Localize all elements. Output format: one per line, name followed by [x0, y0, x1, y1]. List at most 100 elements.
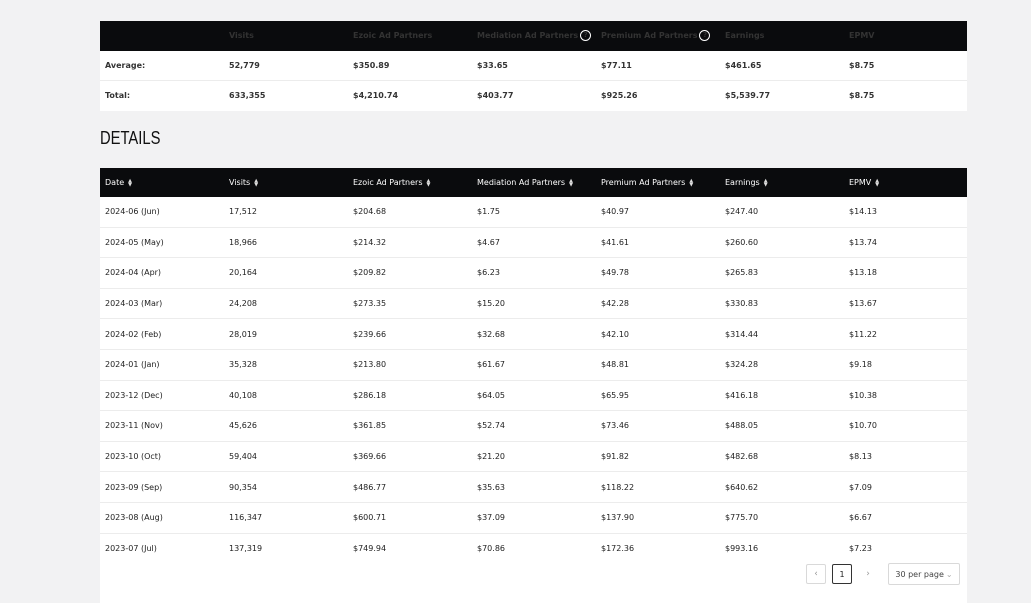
- cell-date: 2024-01 (Jan): [105, 360, 160, 370]
- sort-header-visits[interactable]: Visits ▲ ▼: [224, 178, 348, 187]
- cell-epmv: $10.70: [849, 421, 877, 431]
- cell-premium: $48.81: [601, 360, 629, 370]
- header-label: Date: [105, 178, 125, 187]
- cell-earnings: $324.28: [725, 360, 759, 370]
- next-page-button[interactable]: ›: [858, 564, 878, 584]
- cell-mediation: $52.74: [477, 421, 505, 431]
- cell-ezoic: $204.68: [353, 207, 387, 217]
- cell-premium: $73.46: [601, 421, 629, 431]
- cell-earnings: $482.68: [725, 452, 759, 462]
- sort-icon[interactable]: ▲ ▼: [569, 177, 573, 188]
- header-label: Visits: [229, 178, 251, 187]
- cell-premium: $65.95: [601, 390, 629, 400]
- cell-earnings: $461.65: [725, 60, 762, 70]
- sort-header-earnings[interactable]: Earnings ▲ ▼: [720, 178, 844, 187]
- cell-epmv: $8.13: [849, 452, 872, 462]
- help-icon[interactable]: ?: [699, 30, 711, 42]
- summary-header-visits: Visits: [224, 31, 348, 40]
- cell-premium: $118.22: [601, 482, 635, 492]
- cell-visits: 28,019: [229, 329, 257, 339]
- cell-ezoic: $350.89: [353, 60, 390, 70]
- header-label: Earnings: [725, 178, 760, 187]
- cell-visits: 116,347: [229, 513, 263, 523]
- cell-earnings: $247.40: [725, 207, 759, 217]
- cell-epmv: $6.67: [849, 513, 872, 523]
- header-label: EPMV: [849, 178, 872, 187]
- cell-ezoic: $209.82: [353, 268, 387, 278]
- sort-header-ezoic[interactable]: Ezoic Ad Partners ▲ ▼: [348, 178, 472, 187]
- cell-visits: 52,779: [229, 60, 260, 70]
- sort-header-mediation[interactable]: Mediation Ad Partners ▲ ▼: [472, 178, 596, 187]
- sort-icon[interactable]: ▲ ▼: [128, 177, 132, 188]
- cell-epmv: $11.22: [849, 329, 877, 339]
- cell-earnings: $640.62: [725, 482, 759, 492]
- cell-mediation: $21.20: [477, 452, 505, 462]
- table-row: 2023-09 (Sep) 90,354 $486.77 $35.63 $118.22 $…: [100, 472, 967, 503]
- cell-date: 2023-09 (Sep): [105, 482, 163, 492]
- cell-premium: $42.28: [601, 299, 629, 309]
- per-page-select[interactable]: 30 per page ⌄: [888, 563, 960, 585]
- header-label: Ezoic Ad Partners: [353, 31, 433, 41]
- cell-epmv: $7.23: [849, 543, 872, 553]
- cell-mediation: $35.63: [477, 482, 505, 492]
- cell-premium: $40.97: [601, 207, 629, 217]
- sort-icon[interactable]: ▲ ▼: [426, 177, 431, 188]
- sort-header-premium[interactable]: Premium Ad Partners ▲ ▼: [596, 178, 720, 187]
- sort-header-date[interactable]: Date ▲ ▼: [100, 178, 224, 187]
- cell-earnings: $993.16: [725, 543, 759, 553]
- table-row: 2024-05 (May) 18,966 $214.32 $4.67 $41.61 $26…: [100, 228, 967, 259]
- chevron-down-icon: ⌄: [945, 569, 953, 579]
- details-title: DETAILS: [100, 128, 161, 148]
- help-icon[interactable]: ?: [580, 30, 592, 42]
- cell-ezoic: $286.18: [353, 390, 387, 400]
- table-row: 2024-02 (Feb) 28,019 $239.66 $32.68 $42.10 $3…: [100, 319, 967, 350]
- cell-epmv: $9.18: [849, 360, 872, 370]
- details-body: 2024-06 (Jun) 17,512 $204.68 $1.75 $40.97 $24…: [100, 197, 967, 563]
- cell-earnings: $5,539.77: [725, 91, 771, 101]
- cell-earnings: $775.70: [725, 513, 759, 523]
- cell-premium: $925.26: [601, 91, 638, 101]
- sort-header-epmv[interactable]: EPMV ▲ ▼: [844, 178, 967, 187]
- cell-ezoic: $4,210.74: [353, 91, 399, 101]
- cell-epmv: $10.38: [849, 390, 877, 400]
- row-label: Average:: [105, 60, 146, 70]
- header-label: Earnings: [725, 31, 765, 41]
- pagination: ‹ 1 › 30 per page ⌄: [806, 560, 960, 588]
- cell-date: 2024-04 (Apr): [105, 268, 162, 278]
- per-page-label: 30 per page: [895, 569, 944, 579]
- cell-premium: $49.78: [601, 268, 629, 278]
- cell-epmv: $13.67: [849, 299, 877, 309]
- cell-mediation: $61.67: [477, 360, 505, 370]
- sort-icon[interactable]: ▲ ▼: [689, 177, 694, 188]
- summary-table: Visits Ezoic Ad Partners Mediation Ad Pa…: [100, 21, 967, 111]
- details-table: Date ▲ ▼ Visits ▲ ▼ Ezoic Ad Partners ▲ ▼ Medi…: [100, 168, 967, 603]
- cell-visits: 17,512: [229, 207, 257, 217]
- prev-page-button[interactable]: ‹: [806, 564, 826, 584]
- table-row: 2024-06 (Jun) 17,512 $204.68 $1.75 $40.97 $24…: [100, 197, 967, 228]
- cell-ezoic: $213.80: [353, 360, 387, 370]
- summary-header-epmv: EPMV: [844, 31, 967, 40]
- summary-header-mediation: Mediation Ad Partners?: [472, 30, 596, 42]
- header-label: Premium Ad Partners: [601, 178, 686, 187]
- sort-icon[interactable]: ▲ ▼: [875, 177, 880, 188]
- page-number-button[interactable]: 1: [832, 564, 852, 584]
- summary-header-premium: Premium Ad Partners?: [596, 30, 720, 42]
- table-row: 2024-04 (Apr) 20,164 $209.82 $6.23 $49.78 $26…: [100, 258, 967, 289]
- cell-premium: $137.90: [601, 513, 635, 523]
- cell-date: 2024-05 (May): [105, 237, 164, 247]
- cell-mediation: $403.77: [477, 91, 514, 101]
- header-label: Premium Ad Partners: [601, 31, 698, 41]
- cell-mediation: $4.67: [477, 237, 500, 247]
- cell-mediation: $64.05: [477, 390, 505, 400]
- cell-visits: 24,208: [229, 299, 257, 309]
- cell-date: 2023-10 (Oct): [105, 452, 162, 462]
- sort-icon[interactable]: ▲ ▼: [254, 177, 259, 188]
- table-row: 2023-12 (Dec) 40,108 $286.18 $64.05 $65.95 $4…: [100, 381, 967, 412]
- header-label: Mediation Ad Partners: [477, 31, 579, 41]
- sort-icon[interactable]: ▲ ▼: [763, 177, 768, 188]
- cell-visits: 90,354: [229, 482, 257, 492]
- table-row: 2024-01 (Jan) 35,328 $213.80 $61.67 $48.81 $3…: [100, 350, 967, 381]
- cell-date: 2024-02 (Feb): [105, 329, 162, 339]
- header-label: Ezoic Ad Partners: [353, 178, 423, 187]
- cell-ezoic: $239.66: [353, 329, 387, 339]
